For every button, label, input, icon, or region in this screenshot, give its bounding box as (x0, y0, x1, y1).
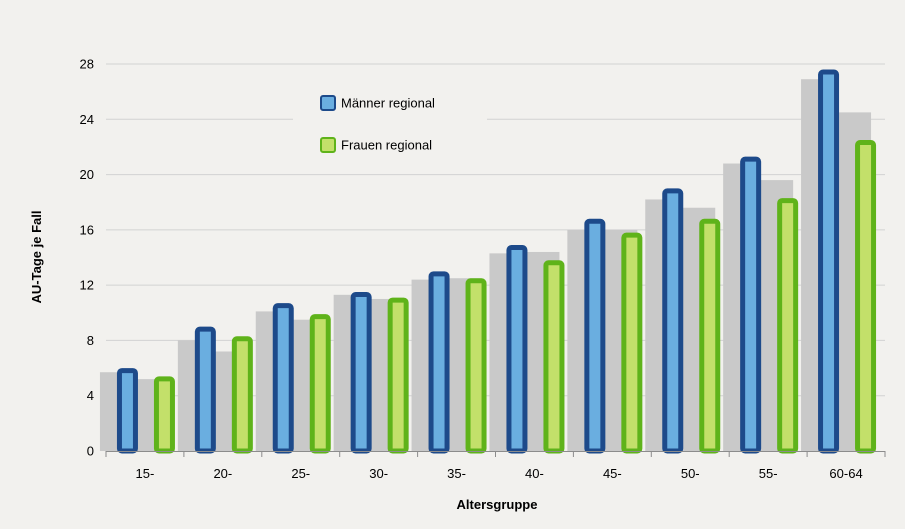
bar-frauen (231, 336, 253, 454)
bar-maenner (116, 368, 138, 454)
bar-frauen (387, 297, 409, 454)
bar-frauen (777, 198, 799, 454)
x-tick-label: 40- (525, 466, 544, 481)
x-tick-label: 35- (447, 466, 466, 481)
bar-frauen (309, 314, 331, 454)
bar-frauen (153, 376, 175, 454)
legend: Männer regional Frauen regional (293, 84, 487, 158)
x-tick-label: 60-64 (829, 466, 862, 481)
x-tick-label: 30- (369, 466, 388, 481)
y-tick-label: 0 (87, 444, 94, 459)
y-tick-label: 12 (80, 278, 94, 293)
bar-maenner (662, 188, 684, 454)
x-tick-label: 50- (681, 466, 700, 481)
data-bars (116, 69, 877, 454)
legend-label: Männer regional (341, 96, 435, 111)
bar-frauen (699, 218, 721, 454)
x-tick-label: 45- (603, 466, 622, 481)
x-tick-label: 55- (759, 466, 778, 481)
bar-maenner (740, 156, 762, 454)
bar-maenner (428, 271, 450, 454)
bar-frauen (855, 140, 877, 454)
y-axis-title: AU-Tage je Fall (29, 211, 44, 304)
axes: 0 4 8 12 16 20 24 28 15- 20- 25- 30- 35- 40- 45- 50- 55-… (80, 57, 886, 481)
bar-maenner (272, 303, 294, 454)
bar-maenner (506, 245, 528, 454)
bar-frauen (621, 232, 643, 454)
y-tick-label: 4 (87, 388, 94, 403)
x-axis-title: Altersgruppe (457, 497, 538, 512)
bar-maenner (194, 326, 216, 454)
y-tick-label: 20 (80, 167, 94, 182)
y-tick-label: 8 (87, 333, 94, 348)
x-tick-label: 15- (136, 466, 155, 481)
x-tick-label: 20- (213, 466, 232, 481)
bar-frauen (465, 278, 487, 454)
legend-label: Frauen regional (341, 138, 432, 153)
y-tick-label: 24 (80, 112, 94, 127)
y-tick-label: 16 (80, 222, 94, 237)
legend-swatch (320, 137, 336, 153)
bar-maenner (350, 292, 372, 454)
bar-maenner (584, 218, 606, 454)
bar-maenner (818, 69, 840, 454)
x-tick-label: 25- (291, 466, 310, 481)
legend-swatch (320, 95, 336, 111)
bar-frauen (543, 260, 565, 454)
y-tick-label: 28 (80, 57, 94, 72)
